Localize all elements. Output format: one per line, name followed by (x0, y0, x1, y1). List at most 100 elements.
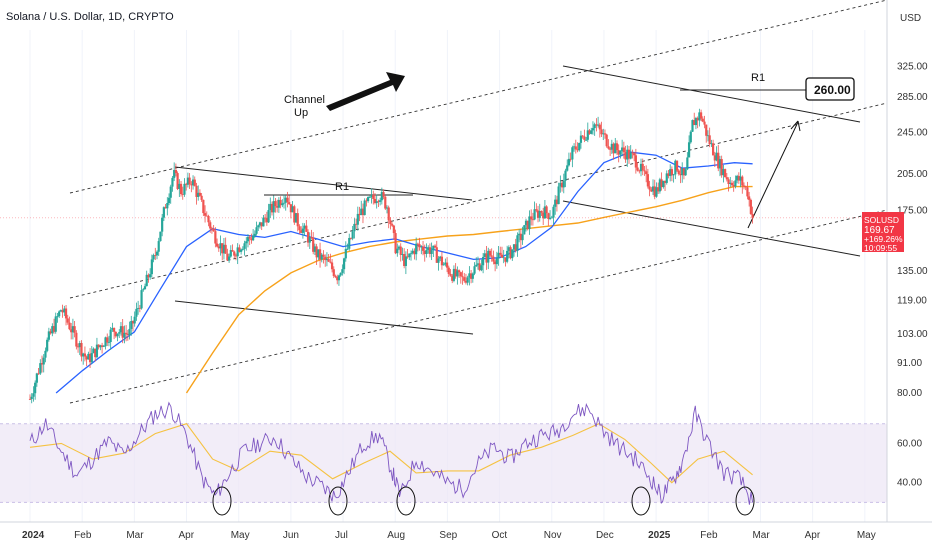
candle-body (566, 165, 569, 171)
candle-body (583, 136, 586, 140)
time-tick-label: 2024 (22, 530, 45, 541)
candle-body (217, 246, 220, 249)
target-price-box[interactable]: 260.00 (805, 77, 855, 101)
candle-body (391, 224, 394, 226)
candle-body (576, 149, 579, 151)
candle-body (475, 264, 478, 267)
candle-body (339, 272, 342, 276)
candle-body (265, 218, 268, 223)
candle-body (358, 213, 361, 216)
candle-body (650, 189, 653, 192)
candle-body (560, 182, 564, 188)
channel2-upper (562, 65, 861, 123)
candle-body (699, 112, 703, 119)
candle-body (720, 159, 723, 176)
candle-body (421, 246, 425, 251)
candle-body (174, 170, 177, 174)
candle-body (99, 345, 102, 348)
last-price-tag[interactable]: SOLUSD 169.67 +169.26% 10:09:55 (862, 212, 904, 253)
candle-body (195, 185, 198, 197)
candle-body (42, 357, 45, 365)
candle-body (651, 186, 655, 192)
candle-body (28, 398, 32, 400)
candle-body (554, 199, 557, 207)
candle-body (202, 199, 205, 214)
price-tick-label: 119.00 (897, 296, 927, 307)
candle-body (423, 250, 426, 254)
candle-body (128, 328, 131, 335)
candle-body (677, 170, 680, 175)
candle-body (468, 273, 471, 278)
candle-body (186, 177, 190, 185)
time-tick-label: Sep (439, 530, 457, 541)
candle-body (727, 179, 730, 184)
candle-body (288, 202, 291, 205)
candle-body (547, 213, 550, 219)
candle-body (169, 186, 172, 198)
candle-body (243, 243, 246, 249)
candle-body (526, 220, 529, 230)
candle-body (78, 343, 81, 348)
candle-body (161, 217, 164, 232)
candle-body (559, 182, 562, 187)
candle-body (137, 307, 140, 309)
candle-body (191, 179, 195, 186)
candle-body (152, 255, 155, 260)
candle-body (751, 213, 754, 218)
candle-body (227, 256, 231, 261)
candle-body (416, 243, 419, 245)
candle-body (669, 169, 672, 176)
candle-body (205, 215, 208, 217)
candle-body (372, 195, 375, 199)
candle-body (245, 241, 248, 244)
candle-body (521, 234, 524, 241)
candlestick-series (28, 108, 754, 404)
candle-body (452, 268, 456, 281)
candle-body (406, 256, 409, 258)
candle-body (425, 250, 428, 254)
candle-body (744, 186, 747, 188)
candle-body (107, 342, 111, 343)
candle-body (445, 262, 449, 268)
candle-body (500, 254, 504, 258)
candle-body (579, 135, 583, 143)
candle-body (657, 187, 660, 192)
candle-body (154, 255, 157, 256)
candle-body (272, 201, 275, 213)
candle-body (64, 308, 68, 319)
candle-body (536, 210, 540, 218)
channel-up-label: Channel (284, 94, 325, 106)
candle-body (322, 254, 325, 257)
candle-body (572, 146, 576, 148)
candle-body (56, 316, 59, 318)
candle-body (643, 170, 646, 172)
candle-body (349, 237, 353, 239)
moving-average-lines (0, 151, 887, 394)
candle-body (52, 326, 56, 332)
candle-body (384, 196, 387, 209)
candle-body (694, 118, 698, 126)
candle-body (176, 173, 179, 189)
candle-body (246, 237, 250, 242)
candle-body (655, 187, 658, 197)
candle-body (258, 222, 262, 226)
candle-body (411, 250, 414, 254)
candle-body (622, 147, 625, 153)
candle-body (320, 254, 323, 260)
currency-label[interactable]: USD (900, 13, 921, 24)
time-tick-label: Mar (126, 530, 144, 541)
candle-body (614, 143, 617, 154)
price-tick-label: 205.00 (897, 169, 928, 180)
candle-body (530, 216, 533, 220)
candle-body (687, 142, 691, 158)
candle-body (310, 237, 313, 238)
candle-body (276, 206, 279, 208)
candle-body (403, 254, 406, 267)
candle-body (315, 246, 318, 258)
candle-body (312, 237, 315, 252)
candle-body (356, 213, 359, 225)
candle-body (80, 343, 83, 357)
candle-body (612, 143, 615, 154)
